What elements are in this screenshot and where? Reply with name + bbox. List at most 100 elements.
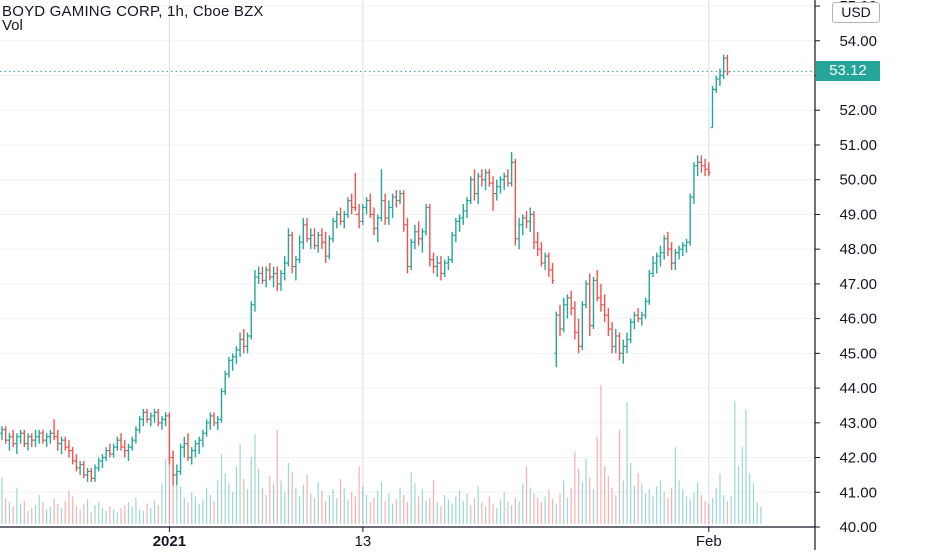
ohlc-bar-34 — [126, 443, 131, 462]
volume-bar-112 — [418, 496, 420, 524]
volume-bar-143 — [533, 493, 535, 524]
volume-bar-142 — [529, 487, 531, 524]
volume-bar-196 — [730, 496, 732, 524]
ohlc-bar-193 — [718, 68, 722, 86]
ohlc-bar-151 — [561, 297, 566, 333]
ohlc-bar-11 — [41, 429, 45, 444]
volume-bar-78 — [291, 471, 293, 524]
volume-bar-81 — [302, 484, 304, 524]
ohlc-bar-78 — [290, 231, 294, 274]
volume-bar-85 — [317, 481, 319, 524]
volume-bar-55 — [206, 487, 208, 524]
ohlc-bar-189 — [703, 158, 707, 177]
volume-bar-134 — [499, 499, 502, 524]
volume-bar-135 — [503, 492, 505, 524]
ohlc-bar-145 — [539, 242, 544, 267]
price-tick-label-10: 50.00 — [839, 172, 877, 189]
ohlc-bar-178 — [662, 235, 666, 260]
volume-bar-77 — [287, 463, 290, 524]
ohlc-bar-25 — [93, 464, 97, 482]
volume-bar-23 — [86, 499, 89, 524]
volume-bar-195 — [726, 500, 728, 524]
volume-bar-21 — [79, 509, 81, 524]
ohlc-bar-128 — [476, 172, 480, 205]
ohlc-bar-56 — [208, 412, 213, 430]
volume-bar-136 — [507, 502, 509, 524]
volume-bar-140 — [522, 483, 524, 524]
ohlc-bar-83 — [308, 228, 313, 250]
ohlc-bar-116 — [431, 252, 436, 274]
volume-bar-3 — [12, 506, 14, 524]
volume-bar-190 — [708, 503, 710, 524]
volume-bar-45 — [168, 415, 170, 524]
ohlc-bar-111 — [413, 224, 417, 250]
ohlc-bar-183 — [680, 242, 685, 257]
volume-bar-185 — [689, 499, 691, 524]
volume-bar-174 — [648, 489, 650, 524]
volume-bar-17 — [64, 500, 66, 524]
ohlc-bar-147 — [547, 252, 551, 277]
volume-bar-36 — [135, 497, 137, 524]
ohlc-bar-27 — [100, 454, 105, 468]
volume-bar-203 — [756, 502, 758, 524]
volume-bar-181 — [674, 447, 676, 524]
volume-bar-26 — [98, 502, 100, 524]
ohlc-bar-154 — [573, 301, 577, 340]
ohlc-bar-23 — [85, 467, 90, 482]
ohlc-bar-40 — [149, 412, 153, 427]
volume-bar-101 — [377, 490, 379, 524]
volume-bar-37 — [139, 509, 141, 524]
volume-bar-145 — [540, 502, 542, 524]
ohlc-bar-108 — [401, 190, 406, 232]
ohlc-bar-173 — [643, 297, 648, 319]
ohlc-bar-162 — [602, 294, 607, 323]
volume-bar-38 — [142, 510, 144, 524]
volume-bar-64 — [239, 444, 241, 524]
ohlc-bar-47 — [175, 464, 179, 486]
volume-bar-110 — [410, 471, 412, 524]
ohlc-bar-66 — [245, 332, 250, 354]
currency-badge[interactable]: USD — [832, 2, 880, 23]
volume-bar-46 — [172, 451, 174, 524]
volume-bar-31 — [116, 512, 118, 524]
ohlc-bar-121 — [450, 231, 454, 264]
volume-bar-84 — [313, 497, 316, 524]
volume-bar-100 — [373, 497, 375, 524]
ohlc-bar-39 — [145, 408, 149, 423]
price-tick-label-14: 54.00 — [839, 33, 877, 50]
ohlc-bar-54 — [201, 429, 205, 448]
volume-bar-102 — [380, 481, 383, 524]
volume-bar-59 — [220, 454, 223, 524]
volume-bar-49 — [183, 497, 185, 524]
volume-bar-83 — [310, 493, 312, 524]
volume-bar-183 — [682, 489, 684, 524]
volume-bar-27 — [101, 508, 104, 524]
volume-bar-71 — [265, 495, 267, 524]
volume-bar-16 — [60, 508, 63, 524]
ohlc-bar-96 — [357, 204, 361, 229]
ohlc-bar-4 — [15, 433, 19, 455]
time-tick-label-2: Feb — [696, 533, 722, 550]
volume-bar-189 — [704, 500, 706, 524]
ohlc-bar-103 — [383, 193, 387, 225]
price-tick-label-9: 49.00 — [839, 206, 877, 223]
ohlc-bar-8 — [29, 433, 34, 448]
volume-bar-90 — [336, 497, 338, 524]
ohlc-bar-101 — [375, 214, 380, 243]
volume-bar-179 — [667, 497, 669, 524]
volume-bar-197 — [734, 400, 736, 524]
ohlc-bar-26 — [96, 457, 101, 472]
volume-bar-91 — [339, 479, 342, 524]
volume-bar-44 — [165, 458, 167, 524]
ohlc-bar-194 — [721, 54, 726, 79]
ohlc-bar-6 — [22, 429, 27, 448]
last-price-label: 53.12 — [816, 61, 880, 81]
volume-bar-87 — [325, 500, 327, 524]
ohlc-bar-84 — [312, 228, 317, 250]
volume-bar-12 — [46, 509, 48, 524]
volume-bar-171 — [637, 473, 639, 524]
volume-bar-53 — [198, 503, 200, 524]
volume-bar-167 — [622, 480, 624, 524]
